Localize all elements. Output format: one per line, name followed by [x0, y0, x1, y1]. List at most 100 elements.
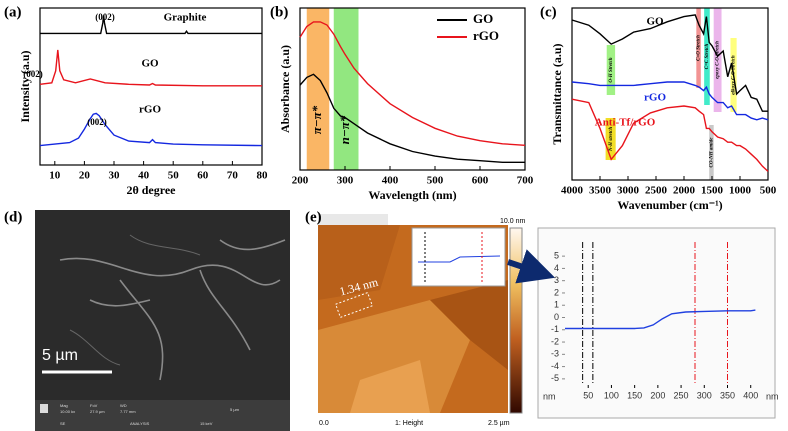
plot-frame	[571, 7, 769, 181]
series-line	[565, 309, 756, 330]
x-tick-label: 40	[138, 170, 150, 182]
band	[713, 8, 722, 112]
y-unit: nm	[543, 391, 556, 401]
x-unit: nm	[766, 391, 779, 401]
y-tick-label: 3	[554, 275, 559, 285]
band-label: n−π*	[337, 115, 352, 144]
series-label: GO	[646, 16, 664, 28]
panel-label: (a)	[4, 4, 22, 20]
x-tick-label: 350	[720, 390, 735, 400]
x-tick-label: 3000	[617, 185, 640, 197]
sem-image	[35, 210, 290, 431]
info-text: ANALYSIS	[130, 421, 150, 426]
x-tick-label: 4000	[561, 185, 584, 197]
info-text: 27.9 µm	[90, 409, 105, 414]
x-tick-label: 600	[472, 175, 489, 187]
x-tick-label: 50	[168, 170, 180, 182]
x-axis-label: Wavelength (nm)	[368, 188, 456, 202]
x-tick-label: 100	[604, 390, 619, 400]
band-label: π−π*	[309, 105, 324, 134]
x-start: 0.0	[319, 420, 329, 427]
info-text: 15 keV	[200, 421, 213, 426]
x-tick-label: 150	[627, 390, 642, 400]
x-tick-label: 20	[79, 170, 91, 182]
band-label: N-H stretch	[609, 127, 614, 153]
x-tick-label: 1500	[701, 185, 724, 197]
x-tick-label: 500	[427, 175, 444, 187]
y-tick-label: -5	[551, 373, 559, 383]
info-text: FoV	[90, 403, 98, 408]
series-line	[299, 21, 526, 146]
series-label: Graphite	[164, 12, 207, 24]
colorbar-max: 10.0 nm	[500, 218, 525, 225]
panel-label: (e)	[305, 209, 322, 225]
series-line	[39, 49, 262, 87]
y-tick-label: 4	[554, 263, 559, 273]
x-tick-label: 300	[697, 390, 712, 400]
info-text: 10.00 kx	[60, 409, 75, 414]
plot-frame	[299, 7, 526, 171]
series-line	[571, 14, 768, 112]
x-tick-label: 300	[337, 175, 354, 187]
panel-label: (c)	[540, 4, 557, 20]
band-label: C=O Stretch	[697, 35, 702, 61]
band-label: C=C Stretch	[705, 44, 710, 70]
annotation: (002)	[95, 12, 115, 22]
series-line	[571, 81, 769, 121]
x-axis-label: Wavenumber (cm⁻¹)	[617, 198, 722, 212]
band-label: epoxy C-O Stretch	[716, 41, 721, 79]
y-tick-label: 1	[554, 300, 559, 310]
band	[306, 8, 330, 170]
x-tick-label: 400	[743, 390, 758, 400]
x-tick-label: 60	[197, 170, 209, 182]
x-tick-label: 30	[109, 170, 121, 182]
x-tick-label: 2500	[645, 185, 668, 197]
info-text: 5 µm	[230, 407, 240, 412]
x-tick-label: 400	[382, 175, 399, 187]
x-tick-label: 70	[227, 170, 239, 182]
x-tick-label: 10	[49, 170, 61, 182]
series-line	[299, 73, 525, 163]
band-label: CO-NH amide	[710, 137, 715, 168]
series-line	[571, 98, 769, 172]
y-tick-label: -1	[551, 324, 559, 334]
x-tick-label: 50	[583, 390, 593, 400]
band	[606, 45, 616, 95]
band-label: O-H Stretch	[609, 57, 614, 82]
band	[696, 8, 701, 88]
y-tick-label: -3	[551, 349, 559, 359]
scale-bar-label: 5 µm	[42, 347, 78, 364]
series-line	[39, 112, 263, 147]
series-label: rGO	[139, 104, 161, 116]
x-tick-label: 3500	[589, 185, 612, 197]
x-tick-label: 700	[517, 175, 534, 187]
annotation: (002)	[87, 117, 107, 127]
legend-label: rGO	[473, 28, 499, 43]
x-tick-label: 2000	[673, 185, 696, 197]
band	[709, 125, 714, 180]
x-tick-label: 1000	[729, 185, 752, 197]
series-label: GO	[141, 58, 159, 70]
band	[605, 118, 616, 160]
info-text: 7.77 mm	[120, 409, 136, 414]
panel-label: (d)	[4, 209, 22, 225]
band	[333, 8, 359, 170]
x-axis-label: 2θ degree	[126, 183, 176, 197]
info-text: SE	[60, 421, 66, 426]
legend-label: GO	[473, 11, 493, 26]
channel: 1: Height	[395, 420, 423, 427]
y-axis-label: Transmittance (a.u)	[550, 43, 564, 144]
y-tick-label: -4	[551, 361, 559, 371]
series-line	[40, 15, 262, 35]
x-tick-label: 500	[760, 185, 777, 197]
x-end: 2.5 µm	[488, 420, 510, 427]
y-tick-label: 2	[554, 287, 559, 297]
info-text: WD	[120, 403, 127, 408]
info-text: Mag	[60, 403, 68, 408]
afm-image	[318, 214, 776, 419]
x-tick-label: 80	[257, 170, 269, 182]
y-tick-label: 5	[554, 251, 559, 261]
annotation: (002)	[23, 69, 43, 79]
panel-label: (b)	[270, 4, 288, 20]
